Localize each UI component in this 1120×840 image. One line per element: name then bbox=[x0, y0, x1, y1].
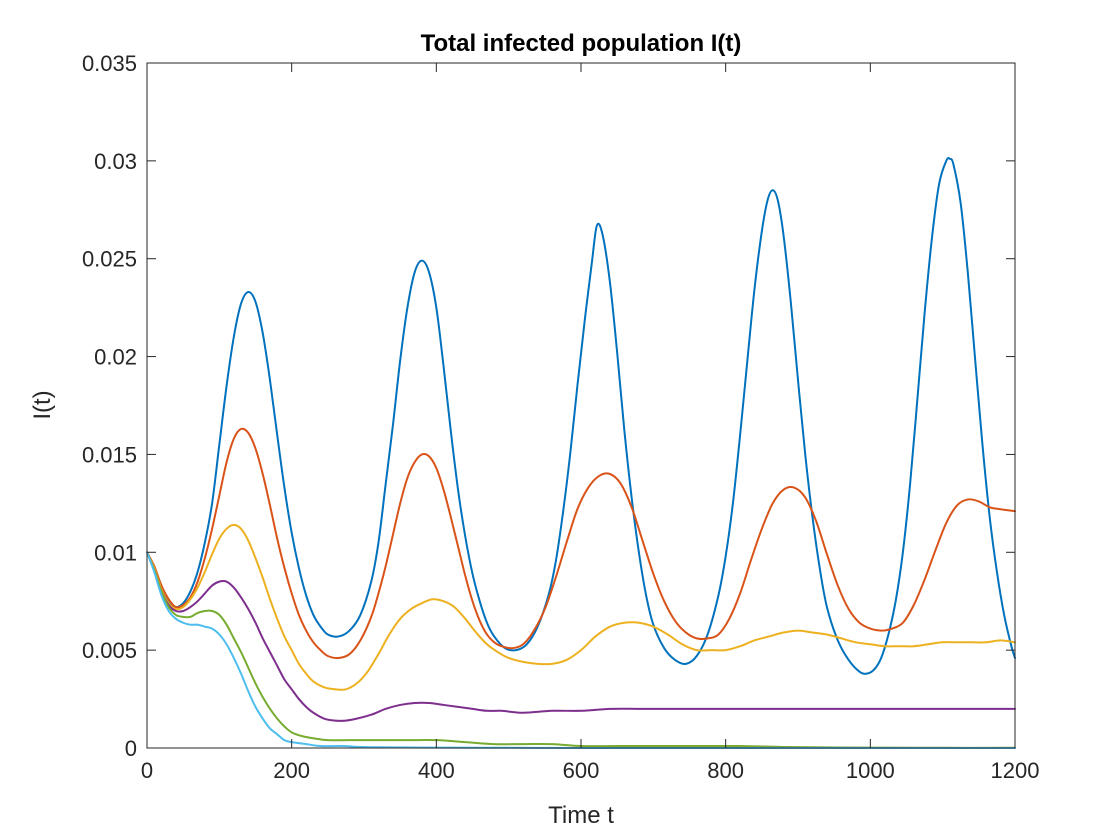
x-tick-label: 1000 bbox=[846, 758, 895, 783]
axes-box bbox=[146, 62, 1016, 749]
x-tick-label: 600 bbox=[563, 758, 600, 783]
y-tick-label: 0.015 bbox=[82, 442, 137, 467]
tick-layer: 0 200 400 600 800 1000 1200 0 0.005 0.01 0.015 0.02… bbox=[82, 51, 1040, 783]
x-tick-label: 1200 bbox=[991, 758, 1040, 783]
x-tick-label: 200 bbox=[273, 758, 310, 783]
y-tick-label: 0.03 bbox=[94, 149, 137, 174]
y-axis-label: I(t) bbox=[29, 390, 56, 419]
plot-area bbox=[147, 63, 1015, 748]
x-axis-label: Time t bbox=[548, 802, 614, 829]
series-line-3 bbox=[146, 523, 1016, 691]
y-tick-label: 0.02 bbox=[94, 345, 137, 370]
series-line-4 bbox=[146, 551, 1016, 722]
y-tick-label: 0.01 bbox=[94, 540, 137, 565]
series-line-1 bbox=[146, 157, 1016, 675]
y-tick-label: 0 bbox=[125, 736, 137, 761]
y-tick-label: 0.035 bbox=[82, 51, 137, 76]
x-tick-label: 0 bbox=[141, 758, 153, 783]
chart-title: Total infected population I(t) bbox=[421, 30, 742, 57]
series-line-5 bbox=[146, 551, 1016, 749]
y-tick-label: 0.005 bbox=[82, 638, 137, 663]
series-line-2 bbox=[146, 427, 1016, 660]
y-tick-label: 0.025 bbox=[82, 247, 137, 272]
x-tick-label: 800 bbox=[707, 758, 744, 783]
x-tick-label: 400 bbox=[418, 758, 455, 783]
